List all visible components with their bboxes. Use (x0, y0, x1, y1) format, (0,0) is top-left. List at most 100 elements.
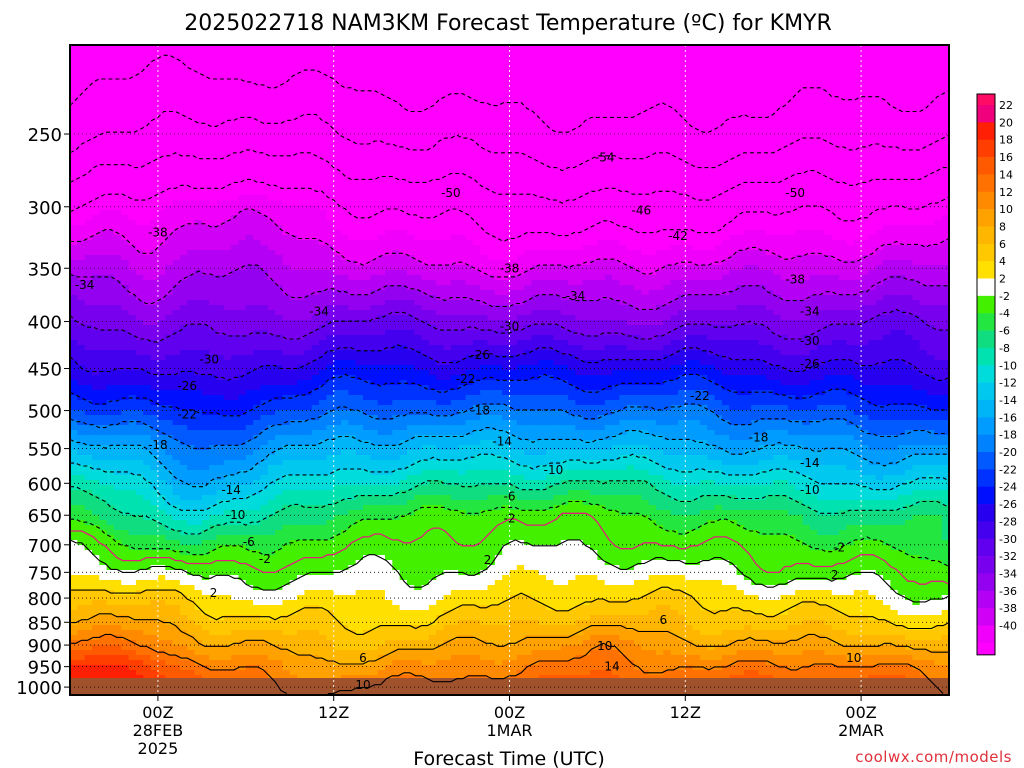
field-cell (231, 190, 239, 196)
field-cell (290, 645, 298, 651)
field-cell (224, 170, 232, 176)
field-cell (275, 630, 283, 636)
field-cell (121, 185, 129, 191)
field-cell (70, 420, 78, 426)
field-cell (312, 600, 320, 606)
field-cell (136, 490, 144, 496)
field-cell (326, 270, 334, 276)
field-cell (304, 610, 312, 616)
field-cell (334, 460, 342, 466)
field-cell (143, 520, 151, 526)
field-cell (297, 415, 305, 421)
field-cell (297, 255, 305, 261)
field-cell (217, 660, 225, 666)
field-cell (187, 330, 195, 336)
field-cell (129, 350, 137, 356)
field-cell (312, 650, 320, 656)
field-cell (282, 385, 290, 391)
field-cell (107, 130, 115, 136)
field-cell (173, 255, 181, 261)
field-cell (246, 200, 254, 206)
field-cell (238, 295, 246, 301)
field-cell (165, 130, 173, 136)
field-cell (99, 90, 107, 96)
field-cell (253, 605, 261, 611)
field-cell (224, 230, 232, 236)
field-cell (231, 420, 239, 426)
field-cell (121, 385, 129, 391)
field-cell (165, 560, 173, 566)
field-cell (238, 70, 246, 76)
field-cell (238, 200, 246, 206)
field-cell (341, 670, 349, 676)
field-cell (275, 130, 283, 136)
field-cell (209, 155, 217, 161)
field-cell (202, 495, 210, 501)
field-cell (187, 580, 195, 586)
field-cell (304, 425, 312, 431)
field-cell (260, 475, 268, 481)
field-cell (319, 435, 327, 441)
field-cell (297, 120, 305, 126)
field-cell (121, 280, 129, 286)
field-cell (173, 520, 181, 526)
field-cell (341, 235, 349, 241)
field-cell (165, 600, 173, 606)
field-cell (77, 510, 85, 516)
field-cell (326, 165, 334, 171)
field-cell (70, 560, 78, 566)
field-cell (304, 215, 312, 221)
field-cell (114, 155, 122, 161)
field-cell (275, 485, 283, 491)
field-cell (121, 525, 129, 531)
field-cell (70, 590, 78, 596)
field-cell (187, 500, 195, 506)
field-cell (217, 650, 225, 656)
field-cell (92, 660, 100, 666)
field-cell (260, 660, 268, 666)
field-cell (282, 235, 290, 241)
field-cell (136, 315, 144, 321)
field-cell (231, 530, 239, 536)
field-cell (151, 660, 159, 666)
field-cell (238, 265, 246, 271)
field-cell (92, 215, 100, 221)
field-cell (319, 370, 327, 376)
field-cell (121, 565, 129, 571)
field-cell (290, 225, 298, 231)
field-cell (158, 65, 166, 71)
field-cell (107, 50, 115, 56)
field-cell (319, 610, 327, 616)
field-cell (290, 625, 298, 631)
field-cell (121, 150, 129, 156)
field-cell (238, 275, 246, 281)
field-cell (290, 190, 298, 196)
field-cell (77, 405, 85, 411)
field-cell (165, 625, 173, 631)
field-cell (290, 385, 298, 391)
field-cell (136, 635, 144, 641)
field-cell (129, 70, 137, 76)
field-cell (151, 405, 159, 411)
field-cell (341, 355, 349, 361)
field-cell (268, 500, 276, 506)
field-cell (195, 315, 203, 321)
field-cell (268, 95, 276, 101)
field-cell (158, 375, 166, 381)
field-cell (151, 110, 159, 116)
field-cell (92, 460, 100, 466)
field-cell (70, 95, 78, 101)
field-cell (129, 495, 137, 501)
field-cell (304, 145, 312, 151)
field-cell (165, 135, 173, 141)
field-cell (158, 530, 166, 536)
field-cell (297, 260, 305, 266)
field-cell (121, 420, 129, 426)
field-cell (334, 60, 342, 66)
field-cell (253, 215, 261, 221)
field-cell (136, 530, 144, 536)
field-cell (121, 390, 129, 396)
field-cell (165, 380, 173, 386)
field-cell (114, 435, 122, 441)
field-cell (202, 245, 210, 251)
